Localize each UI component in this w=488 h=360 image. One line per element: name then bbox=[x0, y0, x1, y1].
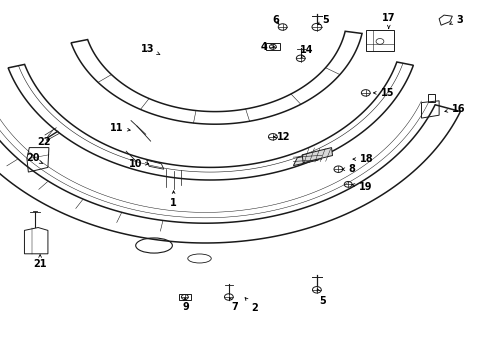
Text: 9: 9 bbox=[182, 298, 189, 312]
Text: 8: 8 bbox=[341, 164, 355, 174]
Text: 22: 22 bbox=[37, 137, 51, 147]
Polygon shape bbox=[302, 148, 332, 163]
Text: 20: 20 bbox=[26, 153, 43, 164]
Text: 3: 3 bbox=[449, 15, 462, 25]
Text: 21: 21 bbox=[33, 255, 47, 269]
Text: 17: 17 bbox=[381, 13, 395, 28]
Text: 12: 12 bbox=[273, 132, 290, 142]
Text: 7: 7 bbox=[229, 298, 238, 312]
Text: 5: 5 bbox=[317, 15, 328, 25]
Text: 1: 1 bbox=[170, 191, 177, 208]
Text: 13: 13 bbox=[141, 44, 160, 54]
Text: 5: 5 bbox=[317, 289, 325, 306]
Text: 2: 2 bbox=[244, 298, 257, 313]
Polygon shape bbox=[293, 153, 322, 166]
Text: 11: 11 bbox=[109, 123, 130, 133]
Text: 10: 10 bbox=[129, 159, 148, 169]
Text: 14: 14 bbox=[300, 45, 313, 58]
Text: 6: 6 bbox=[271, 15, 278, 25]
Text: 18: 18 bbox=[352, 154, 373, 164]
Text: 16: 16 bbox=[444, 104, 465, 114]
Text: 4: 4 bbox=[260, 42, 274, 52]
Text: 19: 19 bbox=[351, 182, 372, 192]
Text: 15: 15 bbox=[373, 88, 393, 98]
